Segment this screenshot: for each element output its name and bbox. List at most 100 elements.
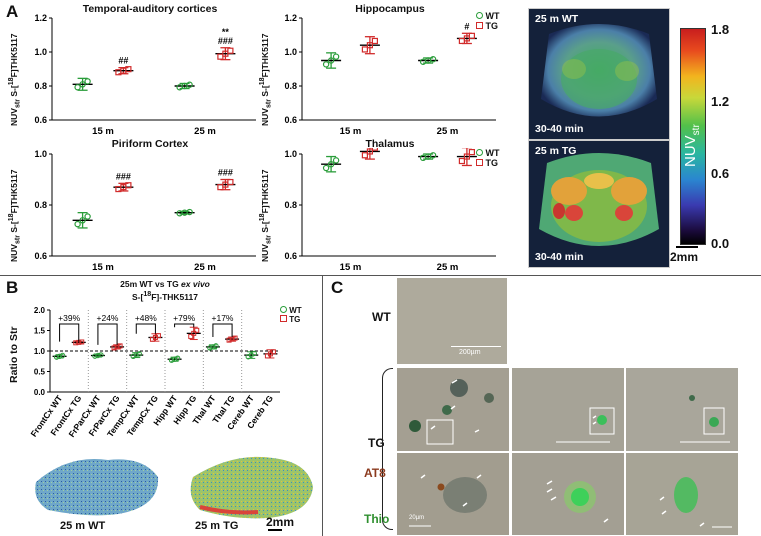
y-tick-label: 1.2 xyxy=(284,13,297,23)
autorad-tg-brain xyxy=(190,456,313,519)
chart-thalamus: 1.0 0.8 0.6 15 m 25 m xyxy=(284,148,496,273)
y-tick-label: 0.6 xyxy=(284,251,297,261)
scale-label-200: 200µm xyxy=(459,349,481,356)
data-point-wt xyxy=(56,353,63,360)
scale-bar-200 xyxy=(451,346,501,347)
y-tick-label: 0.0 xyxy=(34,388,46,397)
data-point-wt xyxy=(210,344,216,350)
comparison-bracket xyxy=(59,323,80,342)
x-tick-label: 25 m xyxy=(194,126,216,137)
percent-change-label: +39% xyxy=(58,313,80,323)
y-tick-label: 1.5 xyxy=(34,327,46,336)
y-tick-label: 1.2 xyxy=(34,13,47,23)
data-point-wt xyxy=(213,343,219,349)
data-point-tg xyxy=(366,148,374,155)
data-point-wt xyxy=(186,81,193,88)
x-tick-label: 25 m xyxy=(437,126,459,137)
pet-tg-label: 25 m TG xyxy=(535,145,577,157)
y-tick-label: 1.0 xyxy=(34,347,46,356)
x-tick-label: 15 m xyxy=(340,262,362,273)
y-tick-label: 0.5 xyxy=(34,368,46,377)
divider-vertical xyxy=(322,276,323,536)
significance-mark: ## xyxy=(118,56,128,66)
y-tick-label: 1.0 xyxy=(284,47,297,57)
data-point-wt xyxy=(92,353,98,359)
wt-marker-icon xyxy=(476,12,483,19)
x-tick-label: 15 m xyxy=(92,126,114,137)
data-point-wt xyxy=(171,356,178,362)
data-point-wt xyxy=(98,352,104,358)
y-tick-label: 0.8 xyxy=(34,81,47,91)
legend-a-top: WT TG xyxy=(476,11,500,31)
data-point-wt xyxy=(429,56,437,63)
panel-b-title: 25m WT vs TG ex vivo S-[18F]-THK5117 xyxy=(120,279,210,302)
comparison-bracket xyxy=(97,323,118,345)
autorad-wt-brain xyxy=(35,458,159,516)
pet-image-tg: 25 m TG 30-40 min xyxy=(528,140,670,268)
data-point-tg xyxy=(227,178,234,186)
data-point-tg xyxy=(229,336,235,342)
data-point-wt xyxy=(74,84,81,91)
data-point-tg xyxy=(371,148,379,151)
y-tick-label: 1.0 xyxy=(34,149,47,159)
data-point-tg xyxy=(366,42,374,49)
data-point-wt xyxy=(174,355,181,361)
data-point-tg xyxy=(217,184,224,191)
wt-marker-icon xyxy=(476,149,483,156)
panel-c-letter: C xyxy=(331,278,344,297)
autorad-tg-label: 25 m TG xyxy=(195,520,239,532)
data-point-wt xyxy=(84,213,91,220)
data-point-wt xyxy=(168,357,175,363)
chart-temporal: 1.2 1.0 0.8 0.6 15 m ## 25 m **### xyxy=(34,13,256,137)
x-tick-label: 15 m xyxy=(92,262,114,273)
data-point-wt xyxy=(74,220,81,228)
data-point-tg xyxy=(114,344,120,350)
data-point-tg xyxy=(270,349,276,355)
data-point-wt xyxy=(251,350,257,357)
pet-tg-time: 30-40 min xyxy=(535,251,584,263)
x-tick-label: 25 m xyxy=(194,262,216,273)
chart-title-thalamus: Thalamus xyxy=(365,138,415,150)
legend-a-bottom: WT TG xyxy=(476,148,500,168)
data-point-tg xyxy=(125,66,132,73)
scale-bar-pet xyxy=(676,246,698,248)
data-point-wt xyxy=(332,157,340,164)
data-point-wt xyxy=(322,164,330,172)
pet-image-wt: 25 m WT 30-40 min xyxy=(528,8,670,140)
divider-horizontal xyxy=(0,275,761,276)
tg-bracket xyxy=(382,368,393,530)
colorbar-label: NUVstr xyxy=(682,124,702,167)
legend-b: WT TG xyxy=(280,306,302,324)
micrograph-tg-zoom-2 xyxy=(512,453,624,535)
data-point-tg xyxy=(155,333,161,339)
data-point-wt xyxy=(79,81,86,88)
data-point-wt xyxy=(186,208,193,216)
micrograph-tg-zoom-3 xyxy=(626,453,738,535)
y-tick-label: 0.6 xyxy=(284,115,297,125)
data-point-wt xyxy=(84,78,91,85)
data-point-wt xyxy=(130,353,136,360)
micrograph-tg-1 xyxy=(397,368,509,451)
y-tick-label: 0.8 xyxy=(284,81,297,91)
tg-marker-icon xyxy=(280,315,287,322)
data-point-tg xyxy=(217,53,224,60)
chart-piriform: 1.0 0.8 0.6 15 m ### 25 m ### xyxy=(34,149,256,273)
data-point-wt xyxy=(59,352,66,359)
data-point-wt xyxy=(207,345,213,351)
data-point-tg xyxy=(458,37,465,45)
data-point-tg xyxy=(111,345,117,351)
chart-title-piriform: Piriform Cortex xyxy=(111,138,189,150)
chart-title-temporal: Temporal-auditory cortices xyxy=(82,3,218,15)
wt-row-label: WT xyxy=(372,310,391,324)
micrograph-tg-2 xyxy=(512,368,624,451)
scale-label-20: 20µm xyxy=(409,515,425,521)
colorbar xyxy=(680,28,706,245)
significance-mark: ** xyxy=(222,27,230,37)
y-tick-label: 1.0 xyxy=(34,47,47,57)
y-tick-label: 0.8 xyxy=(34,200,47,210)
pet-wt-label: 25 m WT xyxy=(535,13,579,25)
data-point-tg xyxy=(227,47,234,54)
data-point-tg xyxy=(125,182,132,189)
chart-title-hippocampus: Hippocampus xyxy=(355,3,425,15)
data-point-tg xyxy=(117,343,123,349)
